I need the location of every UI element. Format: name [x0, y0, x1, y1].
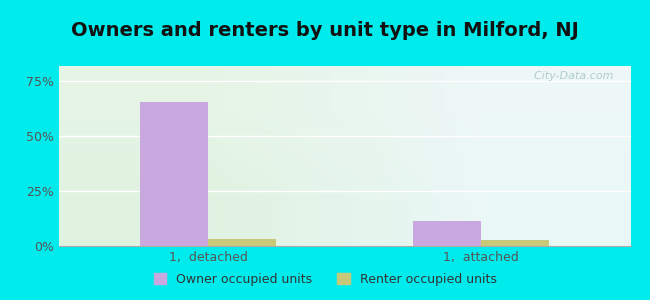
Bar — [208, 239, 276, 246]
Text: Owners and renters by unit type in Milford, NJ: Owners and renters by unit type in Milfo… — [71, 21, 579, 40]
Bar — [413, 221, 481, 246]
Text: City-Data.com: City-Data.com — [527, 71, 614, 81]
Bar — [140, 102, 208, 246]
Bar — [208, 239, 276, 246]
Bar — [481, 240, 549, 246]
Bar — [140, 102, 208, 246]
Bar — [481, 240, 549, 246]
Bar — [413, 221, 481, 246]
Legend: Owner occupied units, Renter occupied units: Owner occupied units, Renter occupied un… — [148, 268, 502, 291]
